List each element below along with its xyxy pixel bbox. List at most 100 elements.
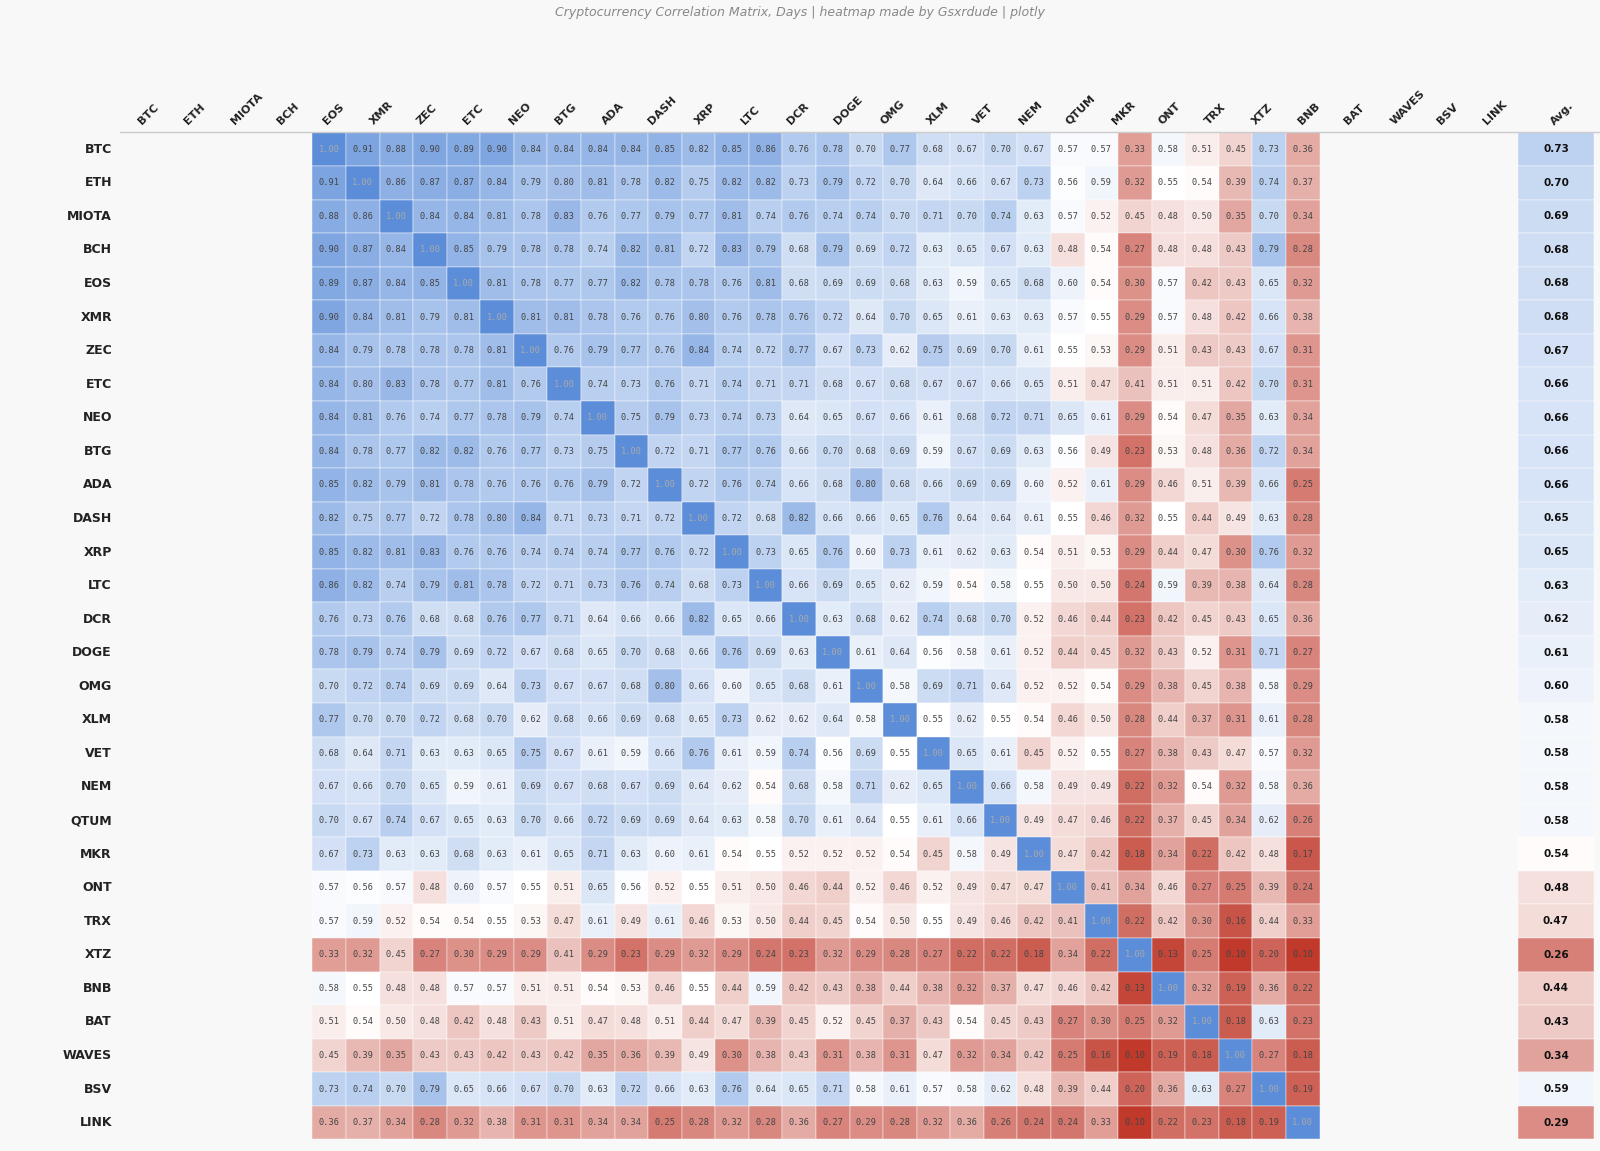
Bar bbox=[1051, 334, 1085, 367]
Bar bbox=[614, 367, 648, 401]
Text: 0.80: 0.80 bbox=[486, 514, 507, 523]
Bar bbox=[1219, 938, 1253, 971]
Bar bbox=[446, 401, 480, 435]
Bar bbox=[1018, 367, 1051, 401]
Bar bbox=[346, 905, 379, 938]
Bar bbox=[1186, 703, 1219, 737]
Text: XRP: XRP bbox=[83, 546, 112, 558]
Bar bbox=[1219, 1073, 1253, 1106]
Bar bbox=[715, 502, 749, 535]
Text: 0.27: 0.27 bbox=[1192, 883, 1213, 892]
Text: 0.35: 0.35 bbox=[386, 1051, 406, 1060]
Text: 0.52: 0.52 bbox=[923, 883, 944, 892]
Bar bbox=[648, 535, 682, 569]
Bar bbox=[1051, 132, 1085, 166]
Bar bbox=[581, 334, 614, 367]
Bar bbox=[782, 737, 816, 770]
Text: 0.52: 0.52 bbox=[822, 849, 843, 859]
Text: 0.45: 0.45 bbox=[386, 951, 406, 959]
Bar bbox=[715, 166, 749, 199]
Bar bbox=[379, 737, 413, 770]
Bar bbox=[413, 635, 446, 670]
Text: 0.45: 0.45 bbox=[1125, 212, 1146, 221]
Text: 0.44: 0.44 bbox=[1158, 716, 1179, 724]
Text: 0.74: 0.74 bbox=[554, 548, 574, 556]
Text: 0.65: 0.65 bbox=[453, 816, 474, 825]
Text: 0.65: 0.65 bbox=[1058, 413, 1078, 422]
Bar bbox=[1219, 803, 1253, 838]
Bar bbox=[581, 132, 614, 166]
Text: 0.32: 0.32 bbox=[1158, 783, 1179, 792]
Bar bbox=[1186, 334, 1219, 367]
Bar bbox=[312, 166, 346, 199]
Text: 0.63: 0.63 bbox=[822, 615, 843, 624]
Bar bbox=[682, 803, 715, 838]
Text: 0.69: 0.69 bbox=[453, 648, 474, 657]
Text: 0.68: 0.68 bbox=[554, 716, 574, 724]
Text: 0.51: 0.51 bbox=[554, 1017, 574, 1027]
Bar bbox=[514, 435, 547, 468]
Bar bbox=[883, 938, 917, 971]
Bar bbox=[614, 300, 648, 334]
Text: 0.58: 0.58 bbox=[856, 716, 877, 724]
Text: 0.54: 0.54 bbox=[1192, 178, 1213, 188]
Text: 0.47: 0.47 bbox=[554, 917, 574, 925]
Text: 0.44: 0.44 bbox=[688, 1017, 709, 1027]
Text: 0.71: 0.71 bbox=[386, 749, 406, 757]
Bar bbox=[715, 1106, 749, 1139]
Bar bbox=[379, 602, 413, 635]
Text: 0.46: 0.46 bbox=[1158, 883, 1179, 892]
Bar bbox=[1186, 435, 1219, 468]
Text: 0.74: 0.74 bbox=[520, 548, 541, 556]
Text: 0.42: 0.42 bbox=[1158, 917, 1179, 925]
Text: 0.30: 0.30 bbox=[1125, 279, 1146, 288]
Text: 0.74: 0.74 bbox=[386, 681, 406, 691]
Bar bbox=[883, 132, 917, 166]
Bar bbox=[614, 233, 648, 267]
Text: 0.82: 0.82 bbox=[621, 245, 642, 254]
Bar bbox=[1018, 166, 1051, 199]
Bar bbox=[1085, 703, 1118, 737]
Bar bbox=[984, 233, 1018, 267]
Bar bbox=[1286, 703, 1320, 737]
Bar bbox=[1219, 1005, 1253, 1038]
Text: 0.63: 0.63 bbox=[1259, 1017, 1280, 1027]
Bar bbox=[917, 502, 950, 535]
Text: 0.63: 0.63 bbox=[419, 749, 440, 757]
Text: 0.46: 0.46 bbox=[654, 984, 675, 993]
Text: 0.62: 0.62 bbox=[890, 346, 910, 355]
Text: 0.34: 0.34 bbox=[1542, 1051, 1570, 1060]
Bar bbox=[1186, 535, 1219, 569]
Bar bbox=[1253, 1073, 1286, 1106]
Text: 0.65: 0.65 bbox=[688, 716, 709, 724]
Bar bbox=[614, 635, 648, 670]
Bar bbox=[984, 635, 1018, 670]
Text: 0.67: 0.67 bbox=[957, 145, 978, 153]
Text: 0.66: 0.66 bbox=[923, 480, 944, 489]
Bar bbox=[782, 267, 816, 300]
Text: NEM: NEM bbox=[80, 780, 112, 793]
Text: 0.37: 0.37 bbox=[890, 1017, 910, 1027]
Text: 0.68: 0.68 bbox=[654, 716, 675, 724]
Bar bbox=[581, 1038, 614, 1073]
Text: 0.79: 0.79 bbox=[654, 212, 675, 221]
Text: 0.38: 0.38 bbox=[923, 984, 944, 993]
Text: 0.28: 0.28 bbox=[419, 1119, 440, 1127]
Text: 0.28: 0.28 bbox=[755, 1119, 776, 1127]
Text: 0.69: 0.69 bbox=[990, 447, 1011, 456]
Text: 0.38: 0.38 bbox=[486, 1119, 507, 1127]
Bar bbox=[1018, 838, 1051, 871]
Text: 0.43: 0.43 bbox=[923, 1017, 944, 1027]
Bar bbox=[446, 233, 480, 267]
Text: 0.28: 0.28 bbox=[1125, 716, 1146, 724]
Bar bbox=[1118, 367, 1152, 401]
Text: 0.54: 0.54 bbox=[352, 1017, 373, 1027]
Text: 0.51: 0.51 bbox=[554, 883, 574, 892]
Bar bbox=[379, 803, 413, 838]
Text: 0.68: 0.68 bbox=[856, 615, 877, 624]
Text: 0.34: 0.34 bbox=[621, 1119, 642, 1127]
Bar bbox=[547, 1038, 581, 1073]
Bar bbox=[917, 770, 950, 803]
Text: 0.66: 0.66 bbox=[789, 447, 810, 456]
Text: 0.62: 0.62 bbox=[789, 716, 810, 724]
